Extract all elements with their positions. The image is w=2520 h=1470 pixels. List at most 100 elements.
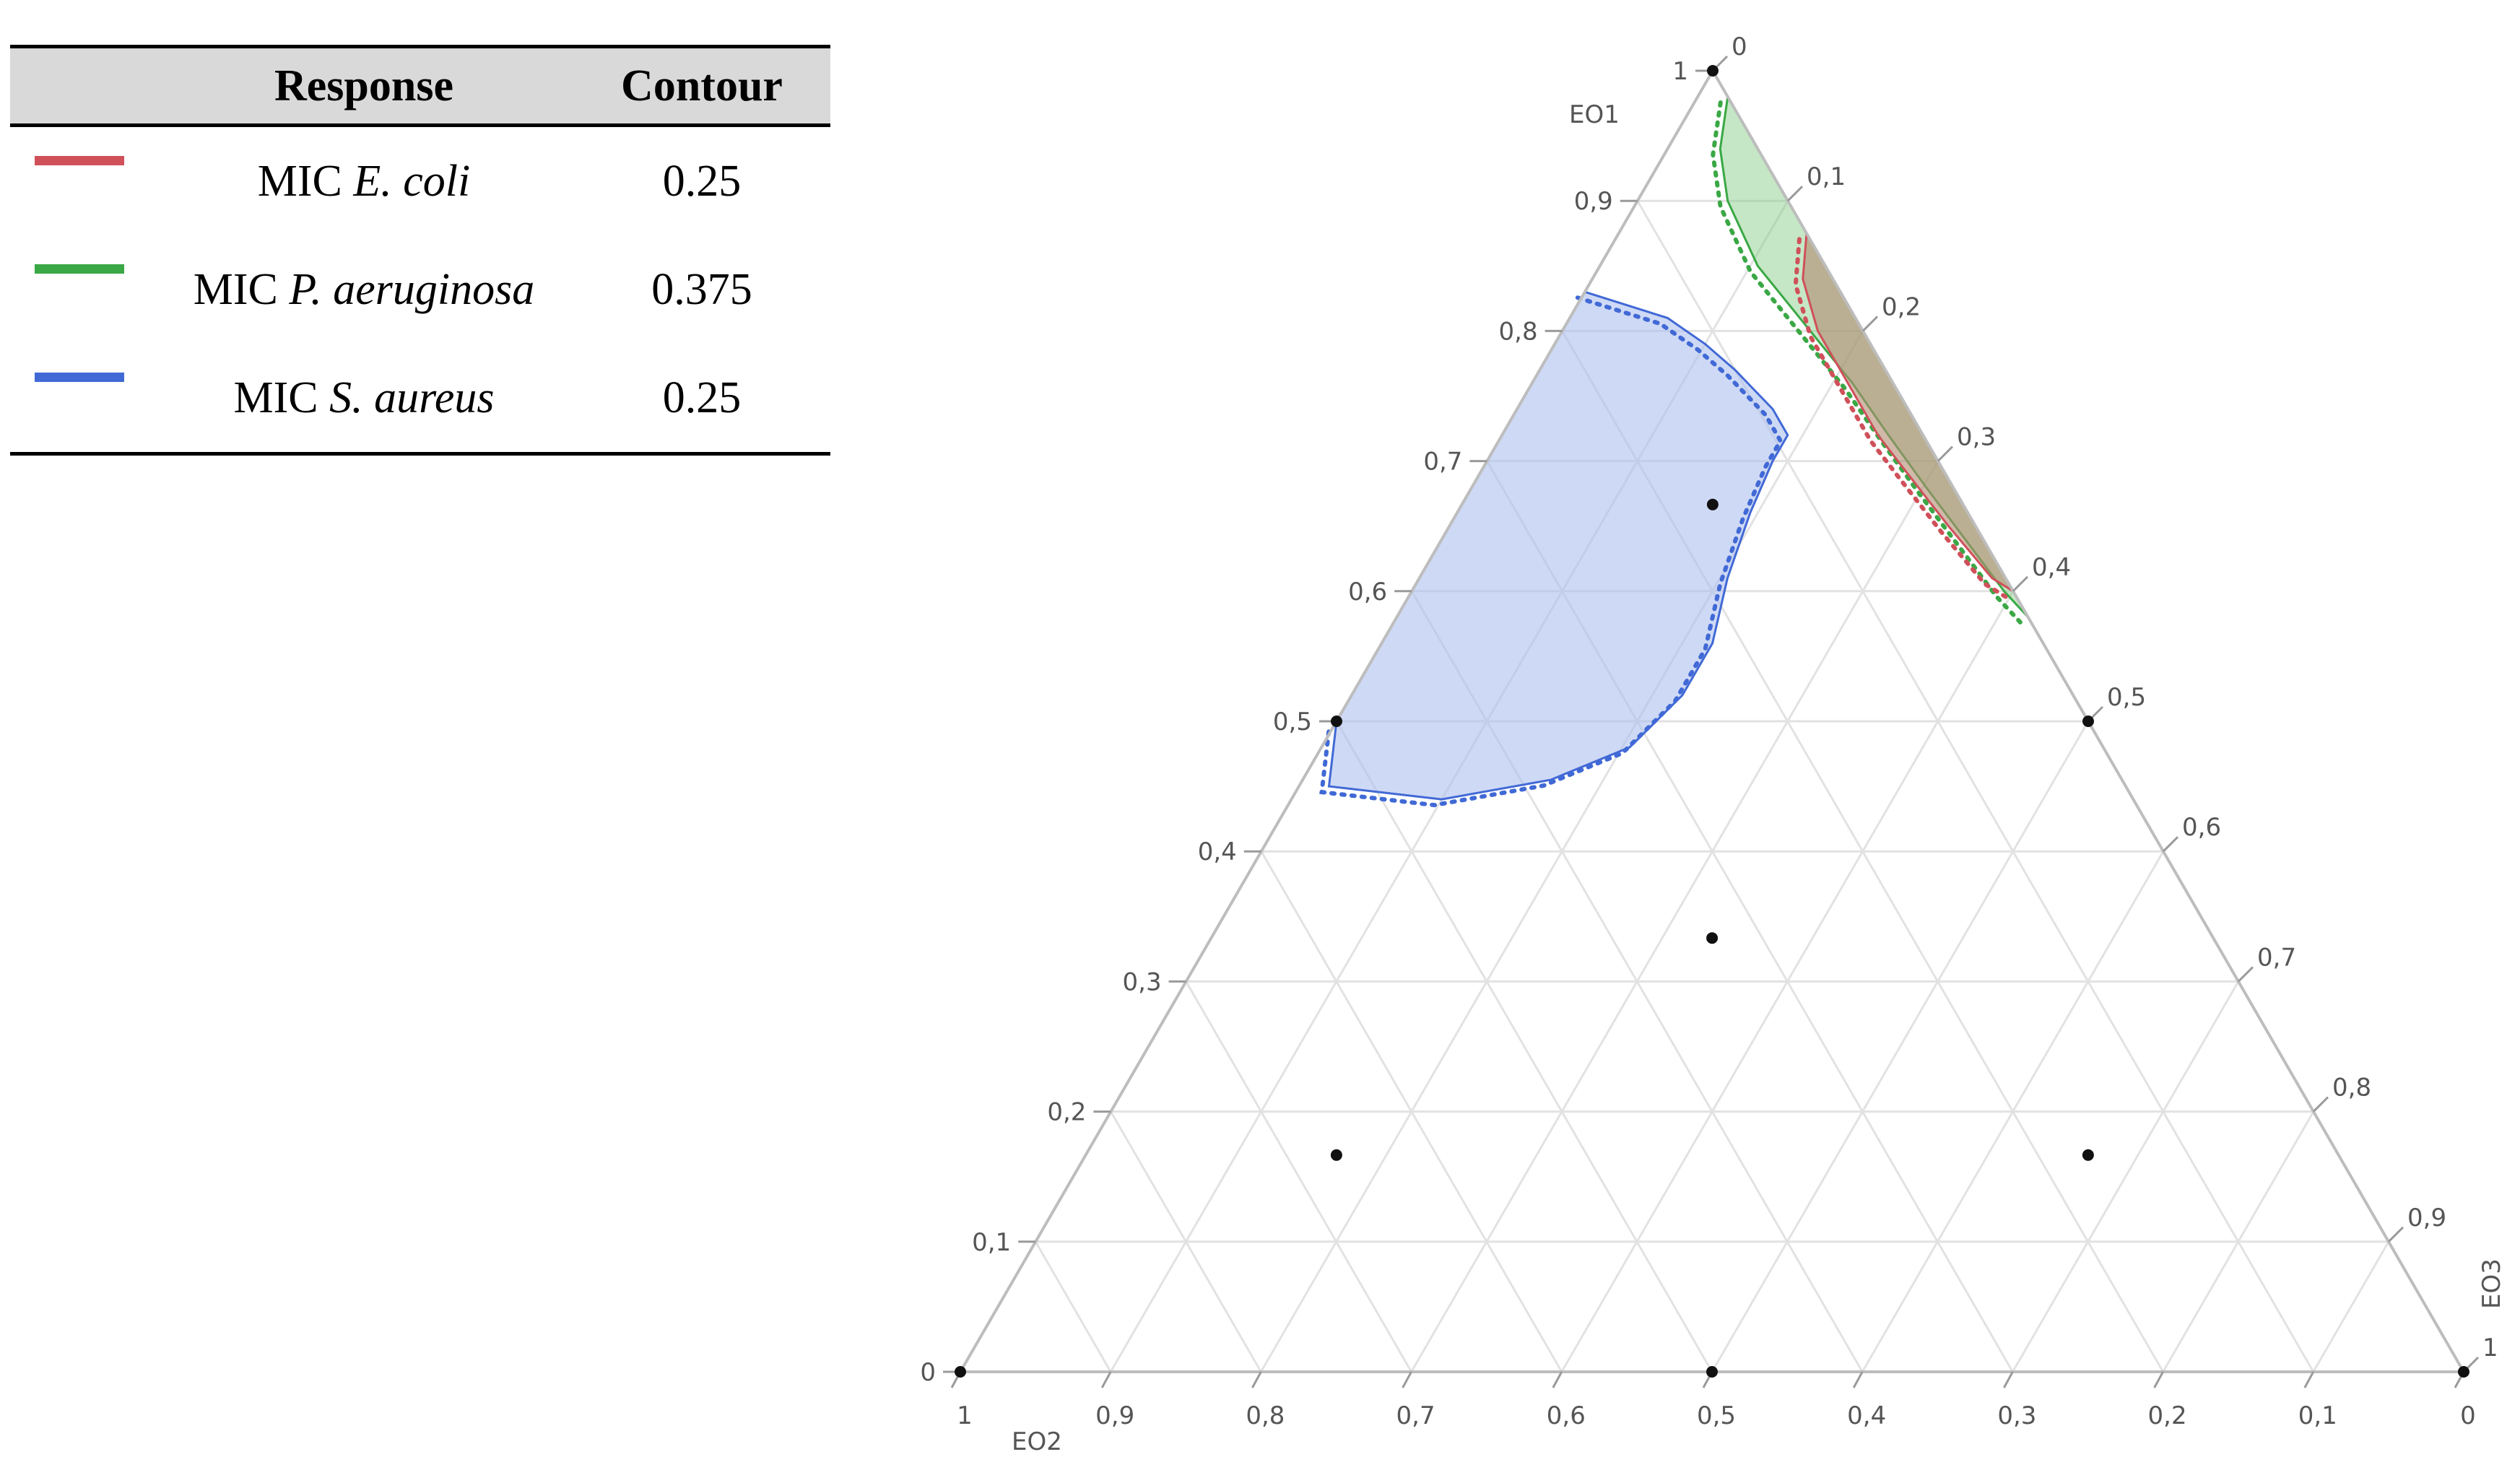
tick-label-eo1: 0,5 <box>1273 708 1312 736</box>
grid-line <box>1185 980 1412 1373</box>
grid-line <box>2162 1110 2315 1373</box>
contour-line-e-coli <box>1802 233 2014 593</box>
design-point <box>955 1366 966 1378</box>
grid-line <box>2012 980 2240 1373</box>
grid-line <box>1410 460 1939 1373</box>
tick-label-eo3: 0,1 <box>1807 162 1846 191</box>
tick-label-eo1: 0,2 <box>1047 1098 1086 1127</box>
grid-line <box>1260 851 1563 1373</box>
tick-label-eo2: 0,6 <box>1547 1401 1586 1430</box>
design-point <box>2458 1366 2469 1378</box>
tick-label-eo2: 0,4 <box>1847 1401 1886 1430</box>
tick-label-eo1: 0,7 <box>1423 448 1462 477</box>
tick-eo3 <box>1861 316 1879 332</box>
legend-row-s-aureus: MIC S. aureus 0.25 <box>10 344 830 456</box>
tick-label-eo3: 0,4 <box>2032 553 2071 582</box>
tick-label-eo2: 1 <box>957 1401 973 1430</box>
design-point <box>1707 65 1719 77</box>
tick-label-eo1: 0,6 <box>1348 578 1387 606</box>
tick-labels: 0 0 0 0,1 0,1 0,1 0,2 0,2 0,2 0,3 0,3 0,3 0,4 0,4 0,4 0… <box>920 32 2498 1430</box>
tick-label-eo1: 0,3 <box>1123 967 1162 996</box>
tick-label-eo3: 0,3 <box>1957 423 1996 452</box>
design-point <box>1331 716 1342 727</box>
tick-label-eo2: 0,3 <box>1997 1401 2036 1430</box>
tick-label-eo2: 0,5 <box>1697 1401 1736 1430</box>
tick-eo3 <box>2387 1226 2404 1243</box>
tick-label-eo1: 0,9 <box>1574 187 1613 216</box>
tick-label-eo3: 0,7 <box>2257 943 2296 972</box>
tick-label-eo1: 0 <box>920 1358 936 1387</box>
grid-line <box>1034 1241 1112 1373</box>
grid-line <box>1711 721 2090 1373</box>
tick-label-eo3: 0 <box>1732 32 1747 61</box>
tick-eo2 <box>2153 1371 2164 1388</box>
design-point <box>1706 498 1719 510</box>
tick-eo2 <box>1552 1371 1563 1388</box>
legend-response-s-aureus: MIC S. aureus <box>155 344 573 456</box>
grid-line <box>1110 1110 1262 1373</box>
design-points <box>955 65 2469 1378</box>
grid-line <box>1335 721 1713 1373</box>
design-point <box>2082 1149 2094 1161</box>
contour-dotted-s-aureus <box>1319 295 1783 808</box>
tick-label-eo2: 0,9 <box>1095 1401 1134 1430</box>
legend-swatch-p-aeruginosa <box>35 264 124 274</box>
legend-table: Response Contour MIC E. coli 0.25 MIC P.… <box>10 45 830 456</box>
contour-line-s-aureus <box>1327 290 1789 801</box>
legend-contour-s-aureus: 0.25 <box>573 344 830 456</box>
tick-eo2 <box>2303 1371 2315 1388</box>
legend-response-e-coli: MIC E. coli <box>257 156 471 206</box>
tick-eo3 <box>1937 445 1954 462</box>
grid-line <box>1861 851 2165 1373</box>
legend-swatch-s-aureus <box>35 373 124 382</box>
tick-label-eo2: 0 <box>2460 1401 2476 1430</box>
legend-contour-e-coli: 0.25 <box>662 156 742 206</box>
legend-contour-p-aeruginosa: 0.375 <box>651 264 752 314</box>
tick-label-eo3: 0,6 <box>2182 813 2221 842</box>
legend-header-swatch <box>10 45 155 127</box>
legend-header-row: Response Contour <box>10 45 830 127</box>
tick-label-eo1: 0,4 <box>1198 838 1237 866</box>
tick-label-eo3: 0,9 <box>2407 1204 2446 1232</box>
tick-label-eo2: 0,2 <box>2148 1401 2187 1430</box>
tick-eo3 <box>2012 575 2029 592</box>
tick-eo2 <box>1852 1371 1864 1388</box>
contour-dotted-p-aeruginosa <box>1711 100 2023 625</box>
design-point <box>1706 1366 1718 1378</box>
tick-label-eo3: 0,2 <box>1882 292 1921 321</box>
tick-label-eo1: 0,1 <box>972 1228 1011 1257</box>
tick-eo3 <box>2162 836 2179 853</box>
tick-eo2 <box>1402 1371 1412 1388</box>
axis-label-eo1: EO1 <box>1569 100 1620 129</box>
legend-response-p-aeruginosa: MIC P. aeruginosa <box>193 264 535 314</box>
tick-label-eo1: 0,8 <box>1499 317 1538 346</box>
legend-swatch-e-coli <box>35 156 124 165</box>
design-point <box>1330 1149 1342 1161</box>
tick-eo2 <box>2003 1371 2014 1388</box>
tick-label-eo2: 0,8 <box>1246 1401 1285 1430</box>
grid-line <box>2312 1241 2390 1373</box>
legend-row-p-aeruginosa: MIC P. aeruginosa 0.375 <box>10 235 830 344</box>
design-point <box>1706 932 1719 944</box>
tick-eo3 <box>2312 1096 2329 1113</box>
tick-label-eo3: 1 <box>2482 1334 2498 1362</box>
contour-dotted-e-coli <box>1793 237 2008 599</box>
legend-header-contour: Contour <box>573 45 830 127</box>
tick-eo2 <box>1100 1371 1112 1388</box>
axis-label-eo2: EO2 <box>1012 1427 1062 1456</box>
tick-eo2 <box>1251 1371 1262 1388</box>
contour-region-s-aureus <box>1329 292 1788 800</box>
axis-label-eo3: EO3 <box>2477 1258 2506 1309</box>
tick-eo3 <box>1786 186 1804 202</box>
tick-eo3 <box>2237 966 2254 983</box>
tick-label-eo1: 1 <box>1672 57 1688 86</box>
contour-legend: Response Contour MIC E. coli 0.25 MIC P.… <box>10 45 830 456</box>
design-point <box>2082 716 2094 727</box>
legend-header-response: Response <box>155 45 573 127</box>
legend-row-e-coli: MIC E. coli 0.25 <box>10 126 830 236</box>
tick-label-eo2: 0,1 <box>2298 1401 2337 1430</box>
tick-label-eo3: 0,5 <box>2107 683 2146 712</box>
tick-label-eo3: 0,8 <box>2332 1074 2371 1102</box>
tick-label-eo2: 0,7 <box>1396 1401 1435 1430</box>
